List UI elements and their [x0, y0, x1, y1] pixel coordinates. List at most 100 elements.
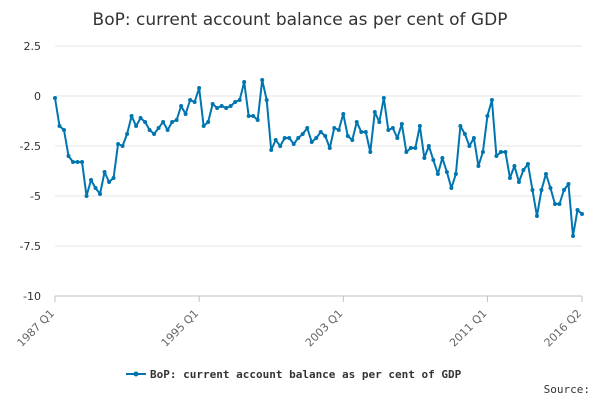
data-point[interactable] — [480, 150, 485, 154]
data-point[interactable] — [165, 128, 170, 132]
data-point[interactable] — [372, 110, 377, 114]
data-point[interactable] — [62, 128, 67, 132]
data-point[interactable] — [242, 80, 247, 84]
data-point[interactable] — [377, 120, 382, 124]
data-point[interactable] — [548, 186, 553, 190]
data-point[interactable] — [264, 98, 269, 102]
data-point[interactable] — [327, 146, 332, 150]
data-point[interactable] — [75, 160, 80, 164]
data-point[interactable] — [215, 106, 220, 110]
data-point[interactable] — [53, 96, 57, 100]
data-point[interactable] — [170, 120, 175, 124]
data-point[interactable] — [233, 100, 238, 104]
data-point[interactable] — [179, 104, 184, 108]
data-point[interactable] — [471, 136, 476, 140]
data-point[interactable] — [485, 114, 490, 118]
data-point[interactable] — [156, 126, 161, 130]
data-point[interactable] — [575, 208, 580, 212]
data-point[interactable] — [57, 124, 62, 128]
data-point[interactable] — [404, 150, 409, 154]
data-point[interactable] — [413, 146, 418, 150]
data-point[interactable] — [183, 112, 188, 116]
data-point[interactable] — [260, 78, 265, 82]
data-point[interactable] — [494, 154, 499, 158]
data-point[interactable] — [246, 114, 251, 118]
data-point[interactable] — [125, 132, 130, 136]
data-point[interactable] — [345, 134, 350, 138]
data-point[interactable] — [89, 178, 94, 182]
data-point[interactable] — [566, 182, 571, 186]
data-point[interactable] — [521, 168, 526, 172]
data-point[interactable] — [444, 170, 449, 174]
data-point[interactable] — [395, 136, 400, 140]
data-point[interactable] — [206, 120, 211, 124]
data-point[interactable] — [530, 188, 535, 192]
data-point[interactable] — [336, 128, 341, 132]
data-point[interactable] — [359, 130, 364, 134]
data-point[interactable] — [197, 86, 202, 90]
data-point[interactable] — [210, 102, 215, 106]
data-point[interactable] — [467, 144, 472, 148]
data-point[interactable] — [539, 188, 544, 192]
data-point[interactable] — [368, 150, 373, 154]
data-point[interactable] — [534, 214, 539, 218]
data-point[interactable] — [341, 112, 346, 116]
data-point[interactable] — [462, 132, 467, 136]
data-point[interactable] — [449, 186, 454, 190]
data-point[interactable] — [161, 120, 166, 124]
data-point[interactable] — [300, 132, 305, 136]
data-point[interactable] — [291, 142, 296, 146]
data-point[interactable] — [422, 156, 427, 160]
data-point[interactable] — [273, 138, 278, 142]
data-point[interactable] — [129, 114, 134, 118]
data-point[interactable] — [269, 148, 274, 152]
data-point[interactable] — [98, 192, 103, 196]
data-point[interactable] — [107, 180, 112, 184]
data-point[interactable] — [251, 114, 256, 118]
data-point[interactable] — [174, 118, 179, 122]
data-point[interactable] — [399, 122, 404, 126]
data-point[interactable] — [431, 158, 436, 162]
data-point[interactable] — [228, 104, 233, 108]
data-point[interactable] — [552, 202, 557, 206]
data-point[interactable] — [93, 186, 98, 190]
data-point[interactable] — [525, 162, 530, 166]
data-point[interactable] — [111, 176, 116, 180]
data-point[interactable] — [453, 172, 458, 176]
data-point[interactable] — [350, 138, 355, 142]
data-point[interactable] — [417, 124, 422, 128]
data-point[interactable] — [305, 126, 310, 130]
data-point[interactable] — [507, 176, 512, 180]
data-point[interactable] — [134, 124, 139, 128]
legend[interactable]: BoP: current account balance as per cent… — [126, 368, 462, 381]
data-point[interactable] — [120, 144, 125, 148]
data-point[interactable] — [543, 172, 548, 176]
data-point[interactable] — [503, 150, 508, 154]
data-point[interactable] — [287, 136, 292, 140]
data-point[interactable] — [237, 98, 242, 102]
data-point[interactable] — [426, 144, 431, 148]
data-point[interactable] — [143, 120, 148, 124]
data-point[interactable] — [296, 136, 301, 140]
data-point[interactable] — [71, 160, 76, 164]
data-point[interactable] — [381, 96, 386, 100]
data-point[interactable] — [386, 128, 391, 132]
data-point[interactable] — [80, 160, 85, 164]
data-point[interactable] — [408, 146, 413, 150]
data-point[interactable] — [354, 120, 359, 124]
data-point[interactable] — [116, 142, 121, 146]
data-point[interactable] — [363, 130, 368, 134]
data-point[interactable] — [318, 130, 323, 134]
data-point[interactable] — [557, 202, 562, 206]
data-point[interactable] — [278, 144, 283, 148]
data-point[interactable] — [255, 118, 260, 122]
data-point[interactable] — [498, 150, 503, 154]
data-point[interactable] — [323, 134, 328, 138]
data-point[interactable] — [188, 98, 193, 102]
data-point[interactable] — [440, 156, 445, 160]
data-point[interactable] — [138, 116, 143, 120]
data-point[interactable] — [147, 128, 152, 132]
data-point[interactable] — [309, 140, 314, 144]
data-point[interactable] — [102, 170, 107, 174]
data-point[interactable] — [219, 104, 224, 108]
